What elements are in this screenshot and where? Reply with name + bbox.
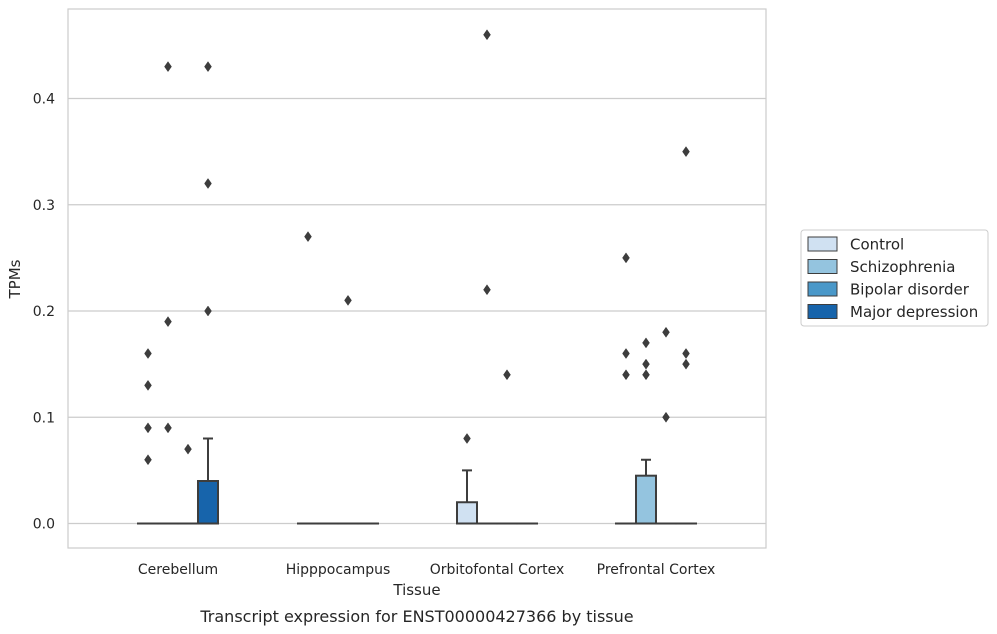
outlier-point: [682, 358, 690, 370]
x-tick-label: Prefrontal Cortex: [597, 562, 716, 578]
outlier-point: [304, 231, 312, 243]
outlier-point: [164, 61, 172, 73]
y-axis-label: TPMs: [6, 259, 24, 299]
outlier-point: [662, 411, 670, 423]
outlier-point: [642, 337, 650, 349]
outlier-point: [463, 433, 471, 444]
legend: Control Schizophrenia Bipolar disorder Majo…: [800, 229, 989, 327]
gridlines: [68, 97, 766, 525]
outlier-point: [144, 422, 152, 434]
outlier-point: [204, 305, 212, 317]
outlier-point: [144, 379, 152, 391]
box-group: [456, 469, 478, 525]
x-tick-label: Cerebellum: [138, 562, 218, 578]
box: [197, 480, 219, 525]
legend-swatch: [807, 304, 838, 319]
box-group: [197, 437, 219, 525]
outlier-point: [483, 29, 491, 41]
x-tick-label: Hipppocampus: [286, 562, 391, 578]
legend-label: Major depression: [850, 303, 978, 321]
outlier-point: [682, 146, 690, 158]
box-plots: [137, 437, 697, 525]
box-group: [635, 458, 657, 525]
x-axis-label: Tissue: [392, 581, 440, 599]
outlier-point: [622, 348, 630, 359]
y-tick-label: 0.4: [33, 92, 55, 108]
y-tick-label: 0.1: [33, 410, 55, 426]
legend-label: Bipolar disorder: [850, 281, 970, 299]
plot-frame: [67, 8, 767, 549]
x-tick-labels: Cerebellum Hipppocampus Orbitofontal Corte…: [138, 562, 715, 578]
outlier-point: [184, 443, 192, 455]
chart-caption: Transcript expression for ENST0000042736…: [199, 607, 633, 626]
outlier-point: [642, 358, 650, 370]
legend-label: Control: [850, 236, 904, 254]
y-tick-labels: 0.0 0.1 0.2 0.3 0.4: [33, 92, 55, 533]
box: [456, 501, 478, 525]
outlier-point: [204, 178, 212, 189]
outliers: [144, 29, 690, 466]
outlier-point: [622, 369, 630, 381]
y-tick-label: 0.3: [33, 198, 55, 214]
legend-frame: [800, 229, 989, 327]
outlier-point: [682, 348, 690, 359]
y-tick-label: 0.0: [33, 517, 55, 533]
outlier-point: [622, 252, 630, 264]
box: [635, 474, 657, 525]
outlier-point: [144, 348, 152, 359]
outlier-point: [642, 369, 650, 381]
outlier-point: [144, 454, 152, 466]
outlier-point: [164, 422, 172, 434]
y-tick-label: 0.2: [33, 304, 55, 320]
outlier-point: [483, 284, 491, 296]
outlier-point: [204, 61, 212, 73]
outlier-point: [503, 369, 511, 381]
outlier-point: [344, 294, 352, 306]
legend-label: Schizophrenia: [850, 258, 955, 276]
x-tick-label: Orbitofontal Cortex: [430, 562, 565, 578]
legend-swatch: [807, 236, 838, 252]
outlier-point: [164, 316, 172, 328]
outlier-point: [662, 326, 670, 338]
legend-swatch: [807, 259, 838, 274]
legend-swatch: [807, 281, 838, 297]
